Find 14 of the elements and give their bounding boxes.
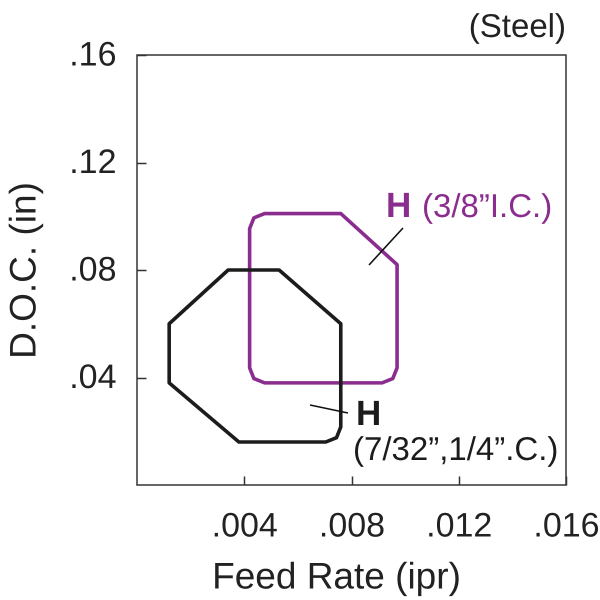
x-axis-title: Feed Rate (ipr) (212, 556, 461, 596)
legend-label: H (7/32”,1/4”.C.) (353, 394, 558, 467)
y-tick-label: .08 (69, 250, 116, 288)
y-tick-label: .12 (69, 143, 116, 181)
series-label: H (3/8”I.C.) (386, 186, 552, 225)
x-tick-label: .008 (318, 506, 386, 544)
y-axis-title: D.O.C. (in) (2, 182, 44, 359)
x-tick-label: .016 (533, 506, 600, 544)
chart-title: (Steel) (468, 7, 566, 44)
line-series (167, 268, 343, 444)
x-tick-label: .012 (426, 506, 492, 544)
y-tick-label: .16 (69, 36, 116, 74)
x-tick-label: .004 (212, 506, 278, 544)
y-tick-label: .04 (69, 358, 116, 396)
